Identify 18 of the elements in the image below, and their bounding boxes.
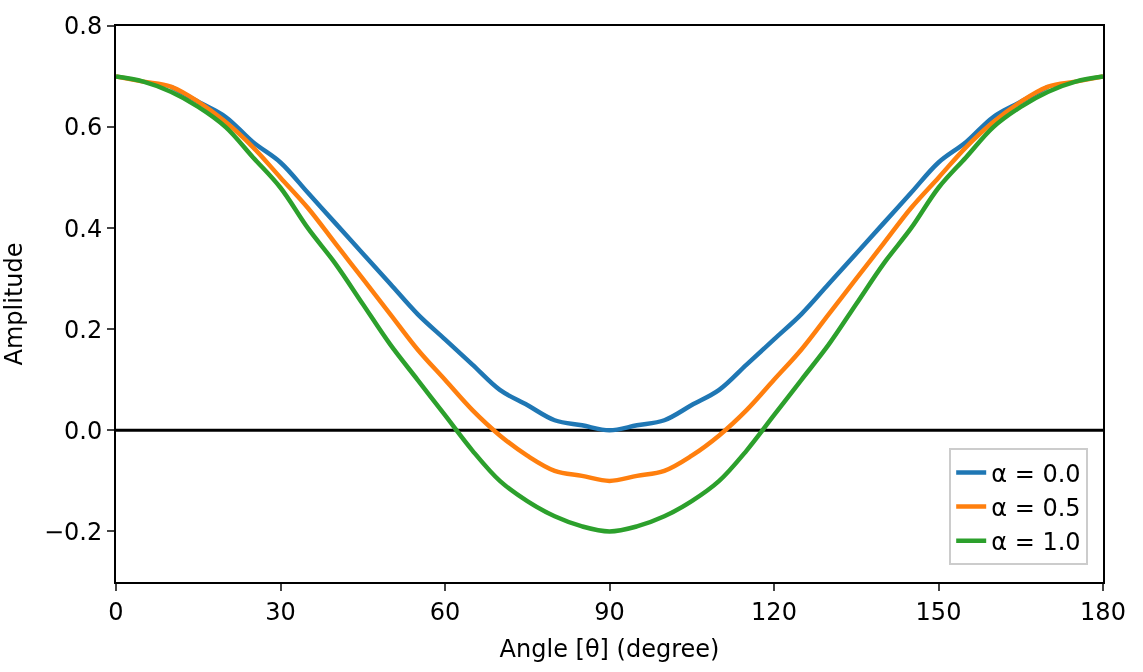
x-tick-label: 120 <box>751 597 797 626</box>
legend-label: α = 0.0 <box>991 459 1081 488</box>
y-tick-label: 0.6 <box>64 113 103 142</box>
legend-label: α = 1.0 <box>991 528 1081 557</box>
legend-label: α = 0.5 <box>991 493 1081 522</box>
y-tick-label: 0.8 <box>64 12 103 41</box>
x-tick-label: 90 <box>594 597 625 626</box>
x-tick-label: 30 <box>265 597 296 626</box>
y-tick-label: 0.4 <box>64 214 103 243</box>
x-tick-label: 150 <box>915 597 962 626</box>
x-tick-label: 180 <box>1080 597 1126 626</box>
x-tick-label: 60 <box>429 597 461 626</box>
y-tick-label: 0.0 <box>64 416 103 445</box>
x-tick-label: 0 <box>108 597 124 626</box>
y-tick-label: 0.2 <box>64 315 103 344</box>
y-axis-title: Amplitude <box>0 242 28 366</box>
x-axis-title: Angle [θ] (degree) <box>499 634 720 663</box>
y-tick-label: −0.2 <box>43 517 103 546</box>
